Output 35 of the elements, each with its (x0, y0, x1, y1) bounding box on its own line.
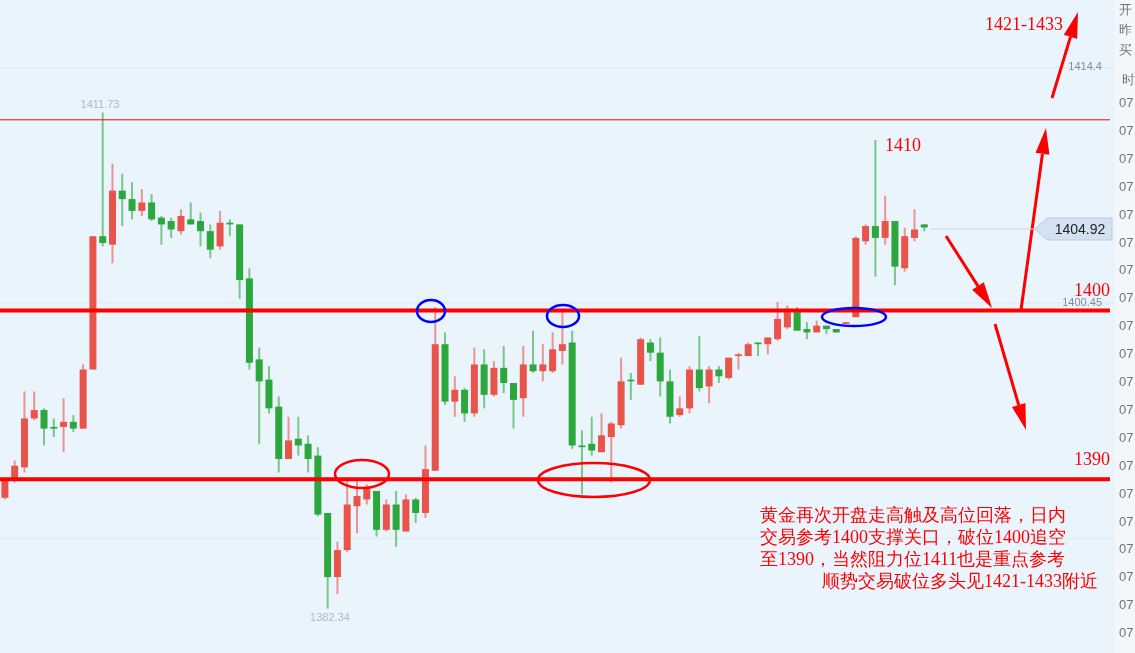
text: 07 (1119, 485, 1134, 501)
annotation: 顺势交易破位多头见1421-1433附近 (822, 571, 1098, 591)
text: 开 (1119, 2, 1132, 17)
annotation: 黄金再次开盘走高触及高位回落，日内 (760, 505, 1066, 525)
text: 07 (1119, 625, 1134, 641)
text: 07 (1119, 318, 1134, 334)
text: 07 (1119, 122, 1134, 138)
text: 07 (1119, 178, 1134, 194)
text: 07 (1119, 374, 1134, 389)
text: 买 (1119, 42, 1132, 57)
text: 07 (1119, 513, 1134, 529)
annotation: 交易参考1400支撑关口，破位1400追空 (760, 527, 1066, 547)
annotation: 1382.34 (310, 611, 350, 623)
text: 07 (1119, 429, 1134, 445)
annotation: 1421-1433 (985, 14, 1063, 34)
annotation: 1410 (885, 135, 921, 155)
text: 07 (1119, 206, 1134, 222)
text: 07 (1119, 262, 1134, 278)
annotation: 1404.92 (1054, 221, 1106, 237)
text: 07 (1119, 346, 1134, 362)
text: 07 (1119, 569, 1134, 585)
annotation: 1411.73 (80, 98, 120, 110)
text: 07 (1119, 150, 1134, 166)
text: 07 (1119, 401, 1134, 417)
text: 07 (1119, 457, 1134, 473)
annotation: 至1390，当然阻力位1411也是重点参考 (760, 549, 1066, 569)
text: 07 (1119, 597, 1134, 613)
text: 07 (1119, 541, 1134, 557)
text: 昨 (1119, 22, 1132, 37)
ref-line-label: 1390 (1074, 449, 1110, 470)
text: 07 (1119, 234, 1134, 250)
text: 07 (1119, 290, 1134, 306)
text: 07 (1119, 95, 1134, 110)
text: 时 (1122, 72, 1135, 87)
y-tick-label: 1414.4 (1068, 60, 1102, 73)
